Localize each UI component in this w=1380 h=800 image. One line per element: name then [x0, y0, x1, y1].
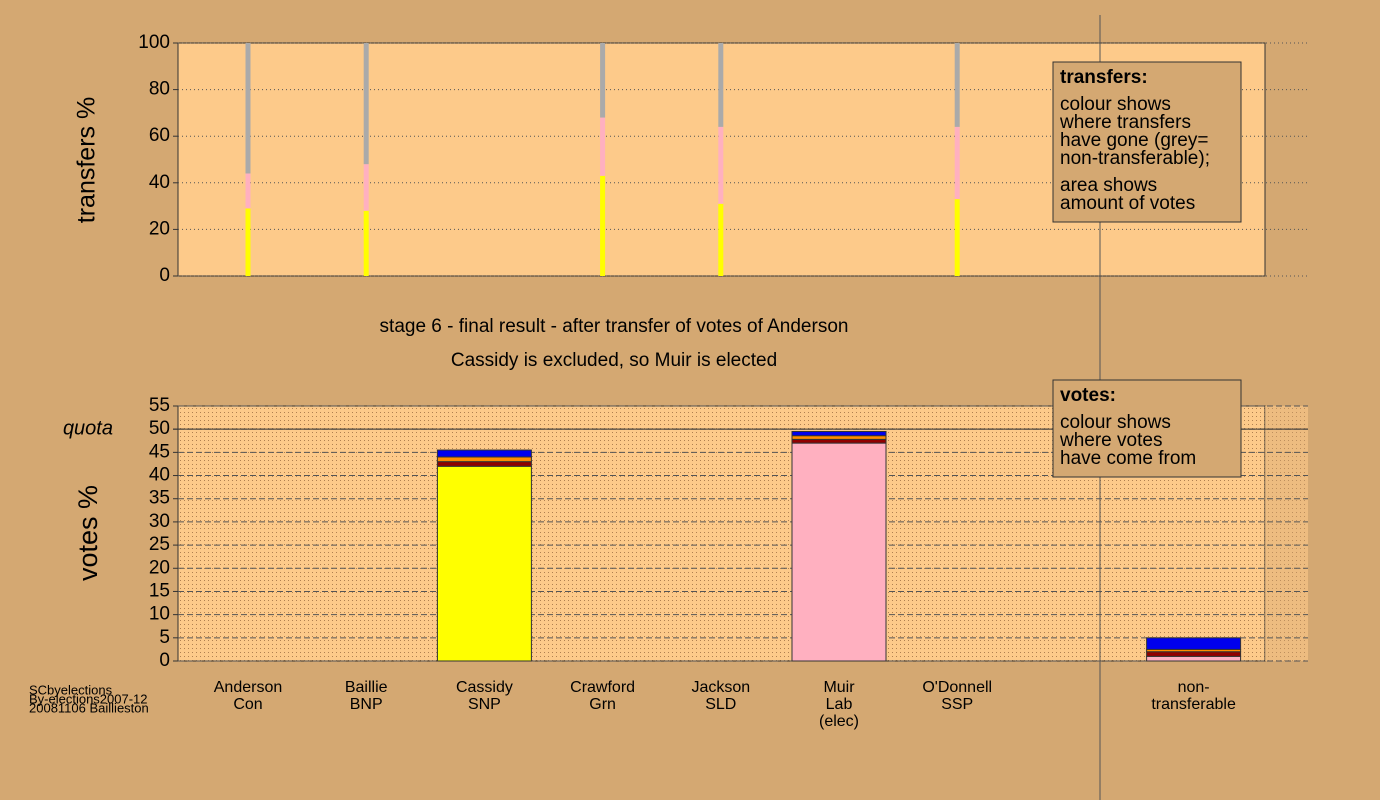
y-tick-label: 15 — [149, 580, 170, 601]
x-tick-label: Muir — [823, 679, 855, 696]
x-tick-label: transferable — [1151, 696, 1236, 713]
legend-text: amount of votes — [1060, 193, 1195, 214]
x-tick-label: Lab — [826, 696, 853, 713]
legend-text: colour shows — [1060, 412, 1171, 433]
legend-text: have gone (grey= — [1060, 130, 1208, 151]
legend-title: transfers: — [1060, 67, 1148, 88]
bar-segment — [600, 43, 606, 118]
x-tick-label: Crawford — [570, 679, 635, 696]
bar-segment — [954, 43, 960, 127]
bar-segment — [1146, 637, 1242, 650]
legend-text: area shows — [1060, 175, 1157, 196]
y-tick-label: 10 — [149, 604, 170, 625]
y-tick-label: 5 — [159, 627, 170, 648]
y-tick-label: 0 — [159, 650, 170, 671]
bar-segment — [791, 431, 887, 437]
y-axis-label: transfers % — [73, 97, 101, 223]
bar-segment — [1146, 651, 1242, 657]
x-tick-label: Anderson — [214, 679, 283, 696]
footer-text: 20081106 Baillieston — [29, 700, 149, 715]
y-tick-label: 0 — [159, 265, 170, 286]
y-tick-label: 100 — [138, 32, 170, 53]
legend-text: non-transferable); — [1060, 148, 1210, 169]
x-tick-label: BNP — [350, 696, 383, 713]
x-tick-label: SLD — [705, 696, 736, 713]
x-tick-label: Jackson — [691, 679, 750, 696]
y-tick-label: 20 — [149, 557, 170, 578]
y-axis-label: votes % — [73, 485, 103, 581]
y-tick-label: 55 — [149, 395, 170, 416]
x-tick-label: SNP — [468, 696, 501, 713]
y-tick-label: 45 — [149, 441, 170, 462]
bar-segment — [436, 449, 532, 458]
legend-text: where transfers — [1059, 112, 1191, 133]
y-tick-label: 80 — [149, 79, 170, 100]
legend-box — [1052, 379, 1242, 478]
bar-segment — [245, 173, 251, 209]
legend-text: colour shows — [1060, 94, 1171, 115]
y-tick-label: 35 — [149, 488, 170, 509]
y-tick-label: 20 — [149, 218, 170, 239]
footer-text: By-elections2007-12 — [29, 691, 148, 706]
bar-segment — [363, 164, 369, 211]
bar-segment — [436, 461, 532, 467]
footer-text: SCbyelections — [29, 682, 113, 697]
x-tick-label: O'Donnell — [922, 679, 992, 696]
bar-segment — [245, 208, 251, 276]
y-tick-label: 60 — [149, 125, 170, 146]
bar-segment — [954, 126, 960, 200]
bar-segment — [363, 210, 369, 276]
bar-segment — [1146, 655, 1242, 662]
y-tick-label: 30 — [149, 511, 170, 532]
bar-segment — [363, 43, 369, 165]
bar-segment — [718, 43, 724, 127]
bar-segment — [600, 175, 606, 276]
bar-segment — [600, 117, 606, 176]
y-tick-label: 40 — [149, 465, 170, 486]
quota-label: quota — [63, 417, 113, 439]
title: stage 6 - final result - after transfer … — [380, 316, 849, 337]
bar-segment — [791, 438, 887, 444]
y-tick-label: 40 — [149, 172, 170, 193]
x-tick-label: Cassidy — [456, 679, 513, 696]
x-tick-label: non- — [1178, 679, 1210, 696]
x-tick-label: (elec) — [819, 713, 859, 730]
legend-title: votes: — [1060, 385, 1116, 406]
bar-segment — [436, 456, 532, 463]
bar-segment — [245, 43, 251, 174]
bar-segment — [718, 126, 724, 204]
bar-segment — [791, 442, 887, 662]
bar-segment — [718, 203, 724, 276]
bar-segment — [954, 199, 960, 276]
y-tick-label: 50 — [149, 418, 170, 439]
subtitle: Cassidy is excluded, so Muir is elected — [451, 350, 777, 371]
x-tick-label: Baillie — [345, 679, 388, 696]
x-tick-label: Con — [233, 696, 262, 713]
bar-segment — [436, 465, 532, 662]
legend-box — [1052, 61, 1242, 223]
x-tick-label: SSP — [941, 696, 973, 713]
x-tick-label: Grn — [589, 696, 616, 713]
bar-segment — [791, 435, 887, 440]
y-tick-label: 25 — [149, 534, 170, 555]
legend-text: where votes — [1059, 430, 1162, 451]
legend-text: have come from — [1060, 448, 1196, 469]
plot-extension — [1265, 406, 1308, 661]
